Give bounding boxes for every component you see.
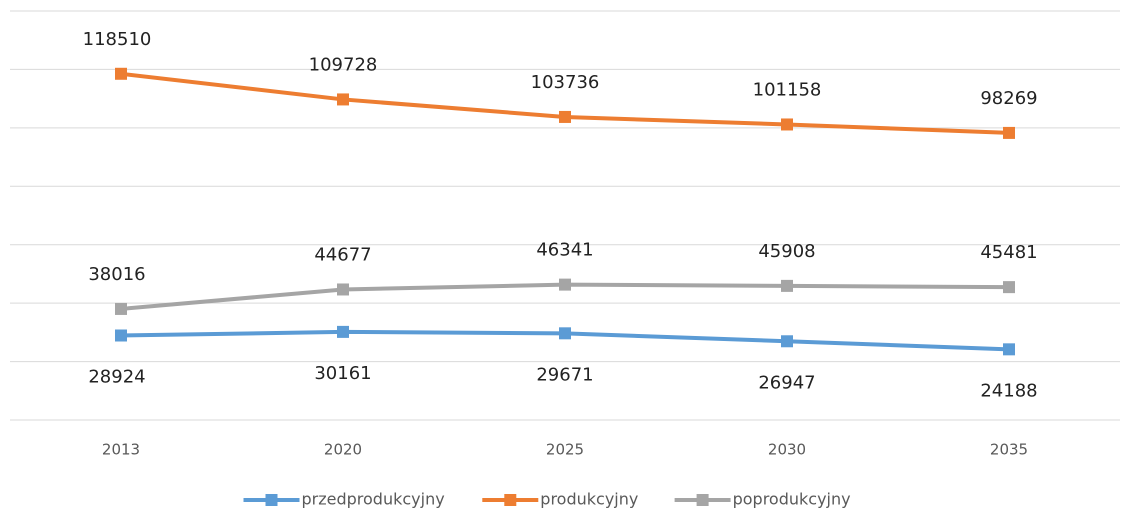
data-label: 46341 bbox=[536, 240, 593, 261]
x-tick-label: 2025 bbox=[546, 441, 584, 459]
data-label: 29671 bbox=[536, 364, 593, 385]
legend-marker bbox=[696, 494, 709, 506]
point-marker bbox=[1003, 281, 1015, 294]
data-label: 28924 bbox=[88, 367, 145, 388]
data-label: 118510 bbox=[83, 29, 152, 50]
data-label: 45481 bbox=[980, 242, 1037, 263]
point-marker bbox=[559, 110, 571, 123]
point-marker bbox=[781, 279, 793, 292]
data-label: 26947 bbox=[758, 372, 815, 393]
legend-label: przedprodukcyjny bbox=[302, 490, 445, 509]
point-marker bbox=[337, 283, 349, 296]
point-marker bbox=[559, 278, 571, 291]
legend-marker bbox=[504, 494, 517, 506]
point-marker bbox=[115, 67, 127, 80]
point-marker bbox=[1003, 126, 1015, 139]
legend-label: poprodukcyjny bbox=[733, 490, 851, 509]
point-marker bbox=[1003, 343, 1015, 356]
x-tick-label: 2035 bbox=[990, 441, 1028, 459]
point-marker bbox=[781, 335, 793, 348]
data-label: 103736 bbox=[531, 72, 600, 93]
x-tick-label: 2020 bbox=[324, 441, 362, 459]
data-label: 45908 bbox=[758, 241, 815, 262]
point-marker bbox=[115, 302, 127, 315]
data-label: 109728 bbox=[309, 54, 378, 75]
legend-marker bbox=[265, 494, 278, 506]
data-label: 98269 bbox=[980, 88, 1037, 109]
point-marker bbox=[337, 93, 349, 106]
legend-label: produkcyjny bbox=[540, 490, 638, 509]
data-label: 44677 bbox=[314, 244, 371, 265]
point-marker bbox=[781, 118, 793, 131]
data-label: 38016 bbox=[88, 264, 145, 285]
point-marker bbox=[337, 325, 349, 338]
data-label: 101158 bbox=[753, 79, 822, 100]
data-label: 30161 bbox=[314, 363, 371, 384]
point-marker bbox=[115, 329, 127, 342]
x-tick-label: 2013 bbox=[102, 441, 140, 459]
x-tick-label: 2030 bbox=[768, 441, 806, 459]
point-marker bbox=[559, 327, 571, 340]
data-label: 24188 bbox=[980, 380, 1037, 401]
